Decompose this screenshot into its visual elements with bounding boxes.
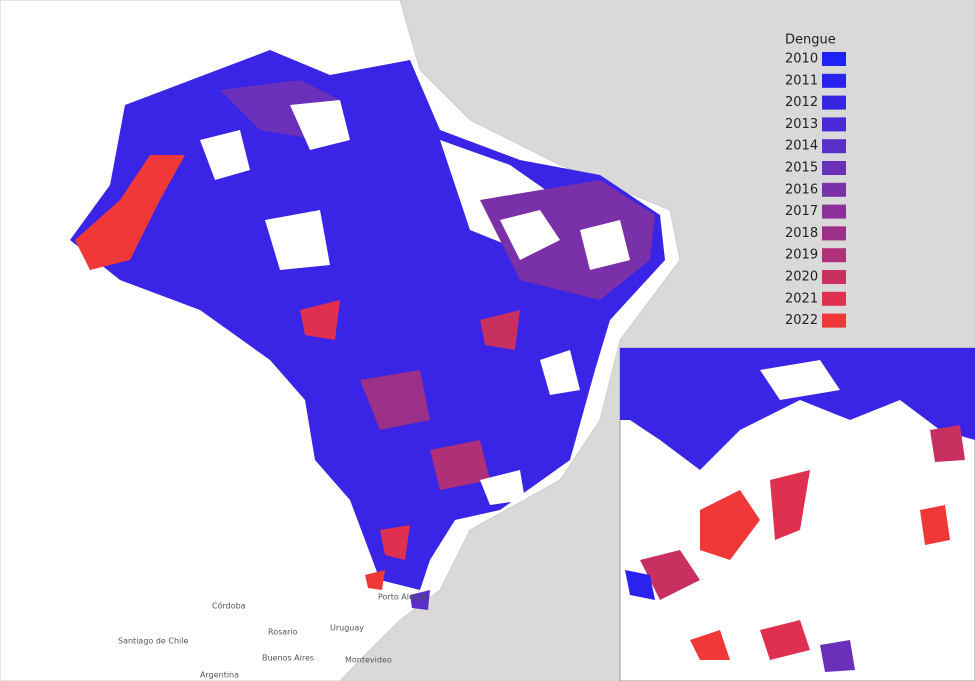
place-label: Córdoba (212, 601, 246, 611)
legend-label: 2014 (785, 139, 818, 154)
legend-swatch (822, 313, 846, 328)
map-labels: Porto Alegre Uruguay Córdoba Rosario Buenos … (118, 593, 427, 680)
place-label: Uruguay (330, 624, 364, 633)
inset (619, 347, 975, 681)
legend-label: 2018 (785, 226, 818, 241)
place-label: Montevideo (345, 656, 392, 665)
place-label: Buenos Aires (262, 654, 314, 663)
legend-label: 2010 (785, 52, 818, 67)
legend-swatch (822, 73, 846, 88)
brazil-regions (70, 50, 665, 610)
legend-label: 2016 (785, 182, 818, 197)
legend-label: 2017 (785, 204, 818, 219)
legend-label: 2011 (785, 73, 818, 88)
legend-swatch (822, 270, 846, 284)
place-label: Santiago de Chile (118, 637, 188, 646)
legend-swatch (822, 291, 846, 306)
legend-label: 2020 (785, 270, 818, 285)
legend-swatch (822, 226, 846, 241)
legend-swatch (822, 117, 846, 132)
legend-swatch (822, 95, 846, 110)
legend-label: 2019 (785, 248, 818, 263)
place-label: Porto Alegre (378, 593, 427, 602)
legend-swatch (822, 248, 846, 263)
legend-swatch (822, 161, 846, 175)
legend-swatch (822, 52, 846, 66)
place-label: Rosario (268, 628, 298, 637)
legend-swatch (822, 139, 846, 154)
legend-label: 2021 (785, 291, 818, 306)
legend: Dengue 2010 2011 2012 2013 2014 2015 2016 2017 2… (785, 33, 846, 328)
legend-swatch (822, 182, 846, 197)
legend-label: 2022 (785, 313, 818, 328)
legend-label: 2013 (785, 117, 818, 132)
legend-label: 2015 (785, 161, 818, 176)
place-label: Argentina (200, 671, 239, 680)
legend-title: Dengue (785, 33, 836, 48)
legend-swatch (822, 204, 846, 219)
legend-label: 2012 (785, 95, 818, 110)
